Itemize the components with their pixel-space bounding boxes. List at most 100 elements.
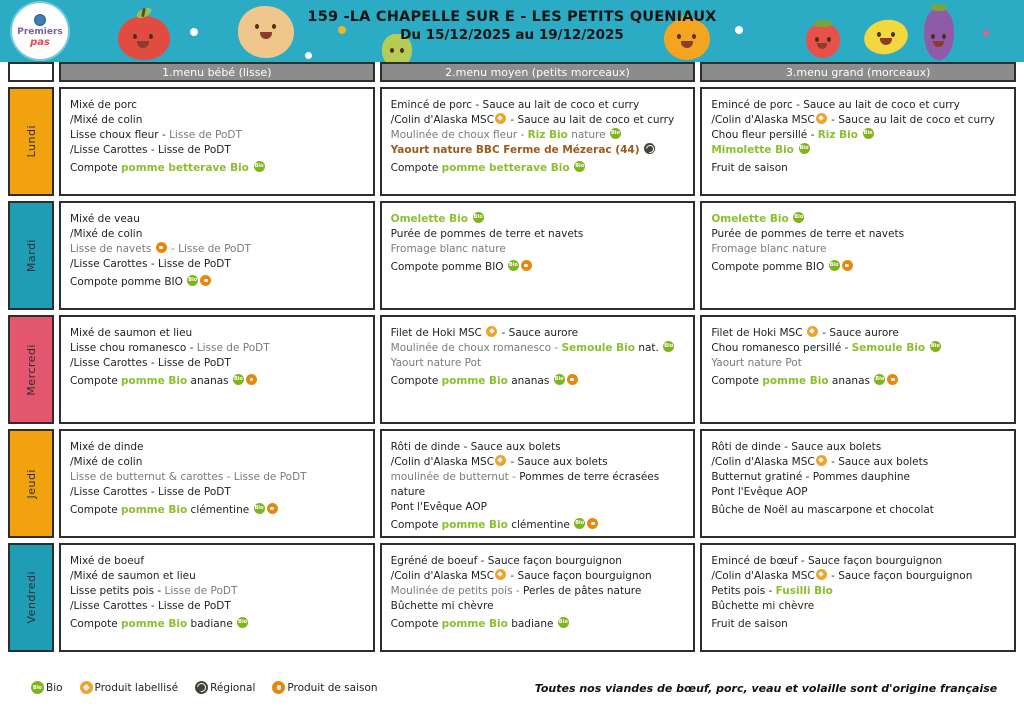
menu-text: Compote	[70, 504, 121, 516]
menu-line: Omelette Bio	[391, 212, 687, 227]
menu-text: /Mixé de colin	[70, 456, 143, 468]
bio-icon	[31, 681, 44, 694]
menu-line: Fruit de saison	[711, 161, 1007, 176]
label-icon	[815, 113, 827, 124]
menu-line: Chou romanesco persillé - Semoule Bio	[711, 341, 1007, 356]
menu-text: /Colin d'Alaska MSC	[711, 114, 815, 126]
menu-line: Emincé de porc - Sauce au lait de coco e…	[711, 98, 1007, 113]
orange-illustration	[664, 12, 710, 60]
label-icon	[815, 455, 827, 466]
bio-icon	[253, 161, 265, 172]
menu-text: nature	[567, 129, 609, 141]
menu-line: Yaourt nature Pot	[711, 356, 1007, 371]
menu-text: Emincé de porc - Sauce au lait de coco e…	[390, 99, 640, 111]
menu-line: Purée de pommes de terre et navets	[391, 227, 687, 242]
menu-text: Lisse chou romanesco -	[70, 342, 197, 354]
season-icon	[266, 503, 278, 514]
legend-item-labellise: Produit labellisé	[79, 681, 178, 694]
menu-text: pomme Bio	[441, 375, 508, 387]
menu-text: Semoule Bio	[851, 342, 929, 354]
menu-line: /Colin d'Alaska MSC - Sauce aux bolets	[711, 455, 1007, 470]
menu-text: Fruit de saison	[711, 618, 788, 630]
label-icon	[495, 569, 507, 580]
season-icon	[566, 374, 578, 385]
legend-label: Régional	[210, 681, 256, 694]
season-icon	[245, 374, 257, 385]
label-icon	[486, 326, 498, 337]
label-icon	[495, 455, 507, 466]
legend-item-bio: Bio	[30, 681, 63, 694]
menu-line: Compote pomme Bio badiane	[70, 617, 366, 632]
label-icon	[79, 681, 93, 694]
bio-icon	[553, 374, 565, 385]
menu-line: Moulinée de choux fleur - Riz Bio nature	[391, 128, 687, 143]
menu-text: Pont l'Evêque AOP	[390, 501, 487, 513]
logo-text-line1: Premiers	[17, 27, 63, 37]
menu-text: Mixé de porc	[70, 99, 138, 111]
menu-text: - Sauce façon bourguignon	[507, 570, 652, 582]
menu-line: /Colin d'Alaska MSC - Sauce façon bourgu…	[711, 569, 1007, 584]
menu-line: /Mixé de colin	[70, 227, 366, 242]
premiers-pas-logo: Premiers pas	[12, 3, 68, 59]
menu-line: Petits pois - Fusilli Bio	[711, 584, 1007, 599]
menu-text: Egréné de boeuf - Sauce façon bourguigno…	[390, 555, 622, 567]
menu-line: /Lisse Carottes - Lisse de PoDT	[70, 485, 366, 500]
decor-dot	[983, 30, 989, 36]
menu-cell-jeudi-col3: Rôti de dinde - Sauce aux bolets/Colin d…	[700, 429, 1016, 538]
menu-line: /Colin d'Alaska MSC - Sauce au lait de c…	[711, 113, 1007, 128]
strawberry-illustration	[806, 20, 840, 58]
menu-line: Purée de pommes de terre et navets	[711, 227, 1007, 242]
menu-text: Lisse de PoDT	[196, 342, 270, 354]
menu-text: Mixé de saumon et lieu	[70, 327, 193, 339]
label-icon	[806, 326, 818, 337]
menu-text: Compote	[390, 375, 442, 387]
menu-line: Emincé de bœuf - Sauce façon bourguignon	[711, 554, 1007, 569]
menu-line: Pont l'Evêque AOP	[391, 500, 687, 515]
menu-text: Pont l'Evêque AOP	[711, 486, 808, 498]
menu-text: Riz Bio	[817, 129, 862, 141]
menu-text: Fromage blanc nature	[711, 243, 827, 255]
menu-text: Bûchette mi chèvre	[390, 600, 494, 612]
menu-text: Lisse petits pois -	[70, 585, 165, 597]
menu-cell-mardi-col3: Omelette Bio Purée de pommes de terre et…	[700, 201, 1016, 310]
menu-text: /Colin d'Alaska MSC	[390, 456, 495, 468]
menu-text: Purée de pommes de terre et navets	[390, 228, 584, 240]
eggplant-illustration	[924, 4, 954, 60]
bio-icon	[798, 143, 810, 154]
menu-text: Moulinée de choux romanesco -	[390, 342, 562, 354]
menu-line: Emincé de porc - Sauce au lait de coco e…	[391, 98, 687, 113]
decor-dot	[190, 28, 198, 36]
menu-text: /Mixé de colin	[70, 228, 143, 240]
decor-dot	[338, 26, 346, 34]
page-title: 159 -LA CHAPELLE SUR E - LES PETITS QUEN…	[307, 9, 717, 25]
lemon-illustration	[860, 15, 912, 59]
menu-line: Bûchette mi chèvre	[711, 599, 1007, 614]
menu-cell-vendredi-col3: Emincé de bœuf - Sauce façon bourguignon…	[700, 543, 1016, 652]
menu-cell-jeudi-col2: Rôti de dinde - Sauce aux bolets/Colin d…	[379, 429, 696, 538]
menu-text: Mixé de dinde	[70, 441, 144, 453]
menu-text: Compote	[390, 618, 442, 630]
menu-line: /Colin d'Alaska MSC - Sauce façon bourgu…	[391, 569, 687, 584]
menu-text: Omelette Bio	[390, 213, 472, 225]
menu-line: Compote pomme Bio clémentine	[70, 503, 366, 518]
menu-text: Semoule Bio	[561, 342, 635, 354]
menu-text: /Colin d'Alaska MSC	[390, 114, 495, 126]
potato-illustration	[238, 6, 294, 58]
menu-line: Mixé de dinde	[70, 440, 366, 455]
menu-line: Fruit de saison	[711, 617, 1007, 632]
menu-line: Bûche de Noël au mascarpone et chocolat	[711, 503, 1007, 518]
day-name: Vendredi	[24, 571, 38, 624]
menu-text: - Sauce au lait de coco et curry	[507, 114, 675, 126]
menu-text: Chou romanesco persillé -	[711, 342, 852, 354]
menu-text: pomme Bio	[121, 504, 188, 516]
menu-line: Bûchette mi chèvre	[391, 599, 687, 614]
menu-line: Compote pomme BIO	[70, 275, 366, 290]
menu-text: Filet de Hoki MSC	[711, 327, 806, 339]
menu-text: /Mixé de saumon et lieu	[70, 570, 196, 582]
menu-text: /Lisse Carottes - Lisse de PoDT	[70, 258, 231, 270]
menu-text: /Lisse Carottes - Lisse de PoDT	[70, 144, 231, 156]
menu-text: - Sauce aux bolets	[827, 456, 929, 468]
menu-text: /Colin d'Alaska MSC	[711, 570, 815, 582]
label-icon	[495, 113, 507, 124]
menu-line: Egréné de boeuf - Sauce façon bourguigno…	[391, 554, 687, 569]
